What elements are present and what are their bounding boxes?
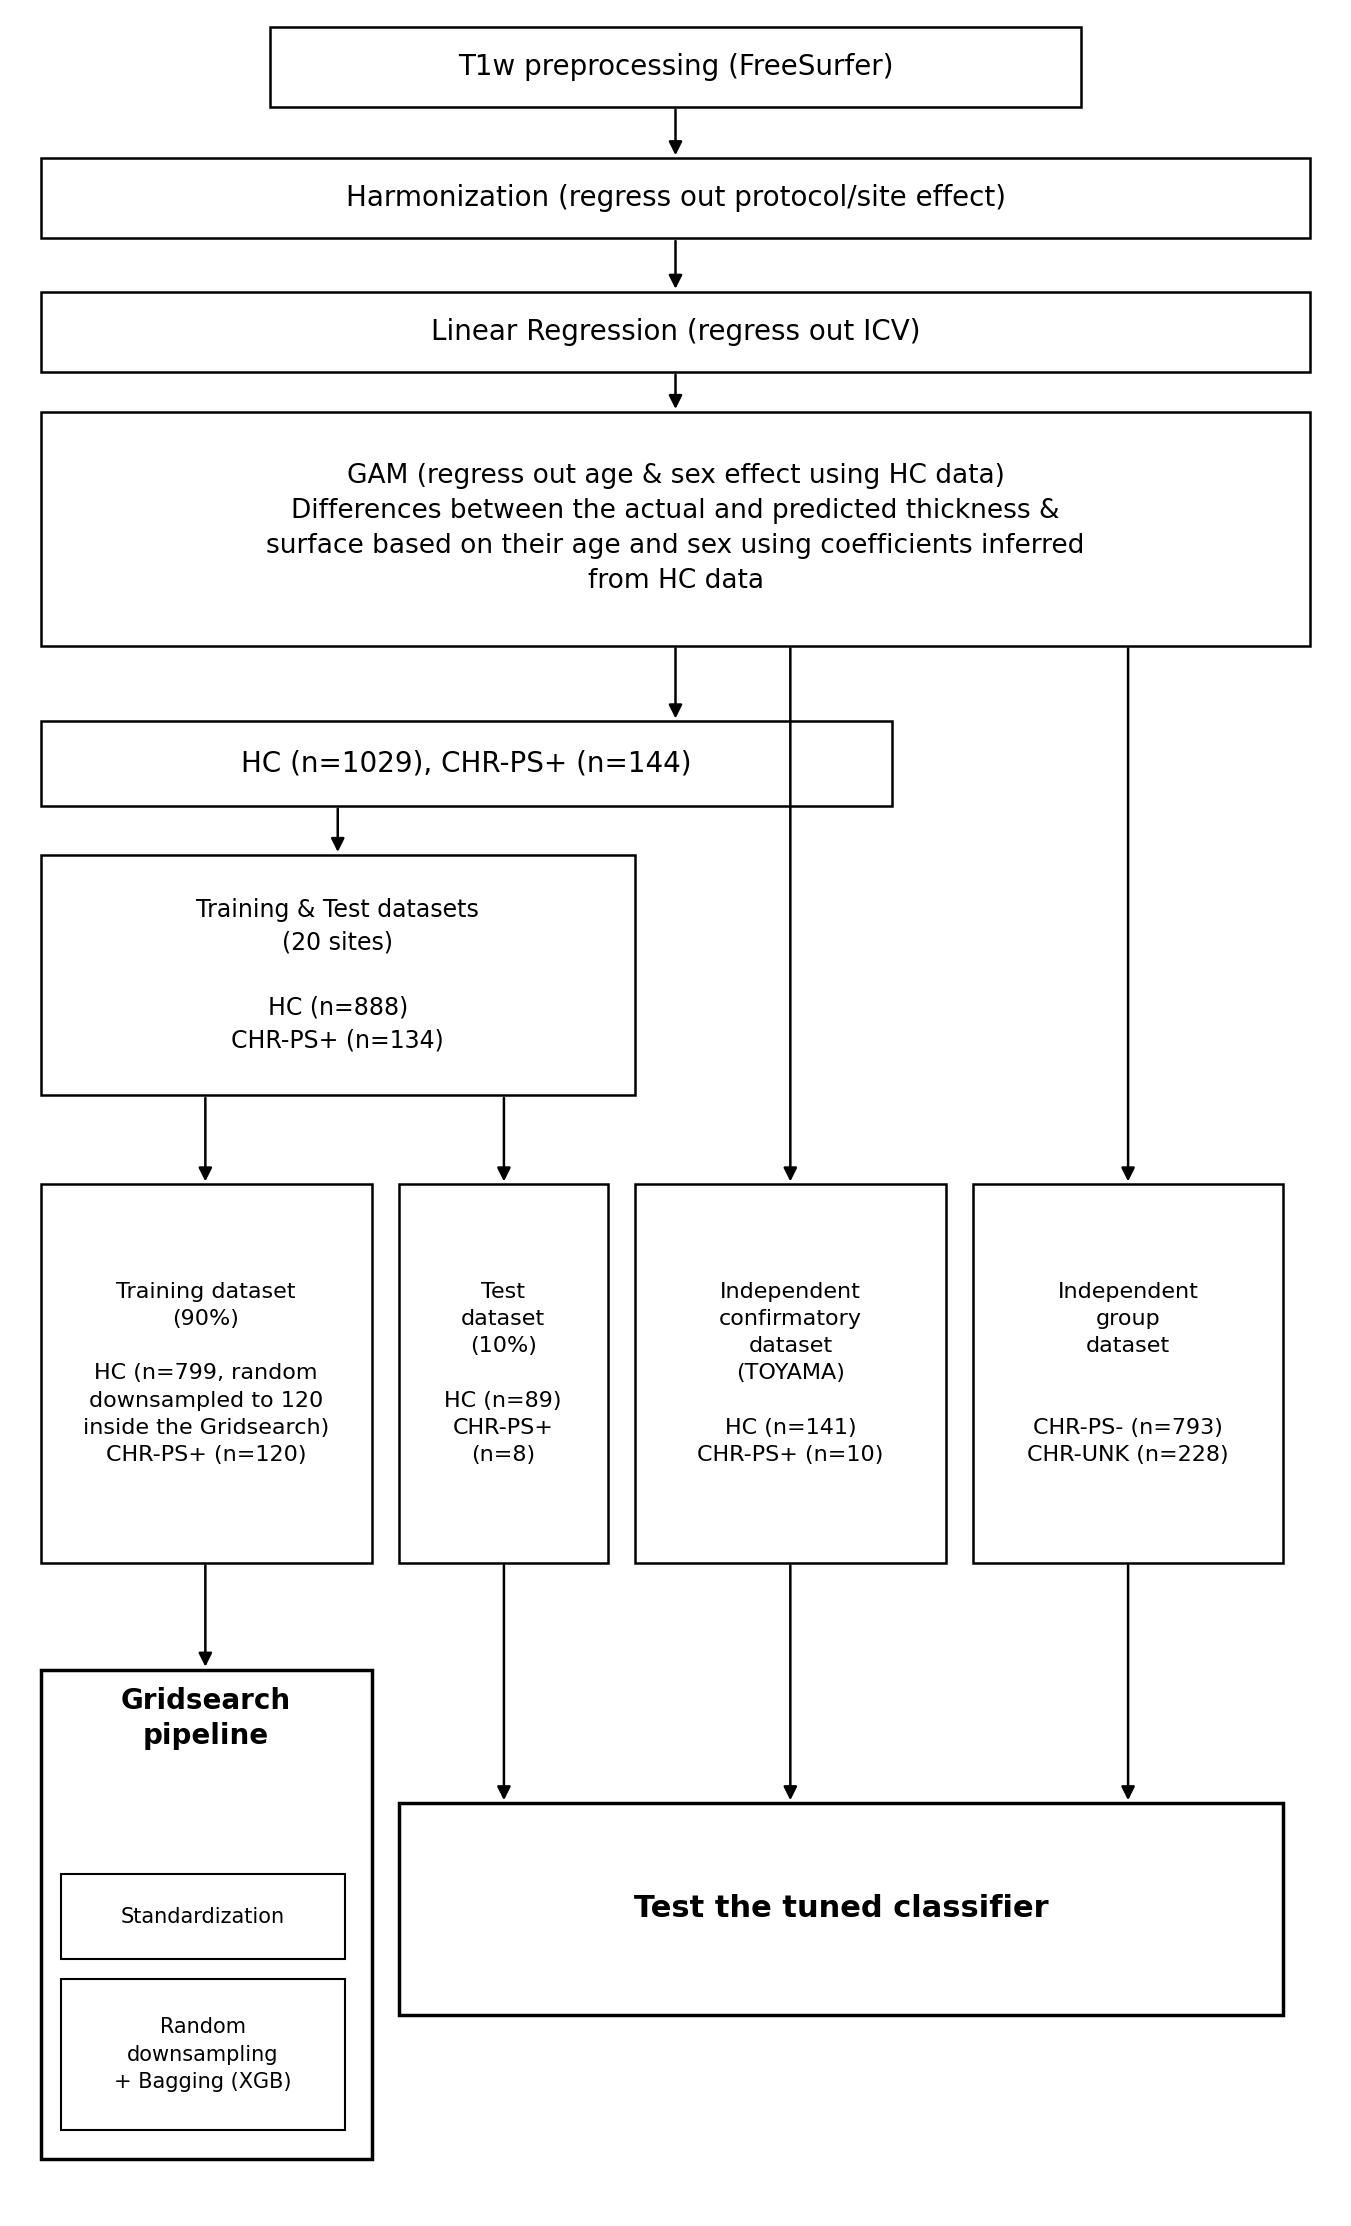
FancyBboxPatch shape [635,1184,946,1563]
Text: Test
dataset
(10%)

HC (n=89)
CHR-PS+
(n=8): Test dataset (10%) HC (n=89) CHR-PS+ (n=… [444,1282,562,1465]
FancyBboxPatch shape [41,158,1310,238]
FancyBboxPatch shape [41,1670,372,2159]
FancyBboxPatch shape [973,1184,1283,1563]
Text: GAM (regress out age & sex effect using HC data)
Differences between the actual : GAM (regress out age & sex effect using … [266,463,1085,594]
Text: T1w preprocessing (FreeSurfer): T1w preprocessing (FreeSurfer) [458,53,893,80]
FancyBboxPatch shape [41,721,892,806]
FancyBboxPatch shape [399,1184,608,1563]
Text: Linear Regression (regress out ICV): Linear Regression (regress out ICV) [431,318,920,345]
Text: Harmonization (regress out protocol/site effect): Harmonization (regress out protocol/site… [346,185,1005,211]
FancyBboxPatch shape [41,855,635,1095]
FancyBboxPatch shape [270,27,1081,107]
Text: Standardization: Standardization [120,1908,285,1925]
Text: HC (n=1029), CHR-PS+ (n=144): HC (n=1029), CHR-PS+ (n=144) [240,750,692,777]
FancyBboxPatch shape [41,1184,372,1563]
FancyBboxPatch shape [61,1979,345,2130]
Text: Independent
confirmatory
dataset
(TOYAMA)

HC (n=141)
CHR-PS+ (n=10): Independent confirmatory dataset (TOYAMA… [697,1282,884,1465]
FancyBboxPatch shape [41,292,1310,372]
Text: Independent
group
dataset


CHR-PS- (n=793)
CHR-UNK (n=228): Independent group dataset CHR-PS- (n=793… [1027,1282,1229,1465]
Text: Test the tuned classifier: Test the tuned classifier [634,1894,1048,1923]
FancyBboxPatch shape [41,412,1310,646]
Text: Random
downsampling
+ Bagging (XGB): Random downsampling + Bagging (XGB) [113,2017,292,2092]
FancyBboxPatch shape [61,1874,345,1959]
Text: Training & Test datasets
(20 sites)

HC (n=888)
CHR-PS+ (n=134): Training & Test datasets (20 sites) HC (… [196,897,480,1053]
Text: Gridsearch
pipeline: Gridsearch pipeline [120,1687,290,1750]
FancyBboxPatch shape [399,1803,1283,2015]
Text: Training dataset
(90%)

HC (n=799, random
downsampled to 120
inside the Gridsear: Training dataset (90%) HC (n=799, random… [82,1282,330,1465]
